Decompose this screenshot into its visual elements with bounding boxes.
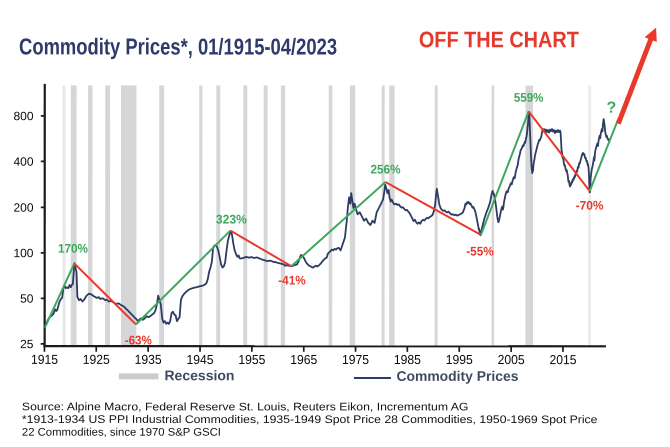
svg-text:1985: 1985 <box>394 352 421 367</box>
svg-text:Commodity Prices*, 01/1915-04/: Commodity Prices*, 01/1915-04/2023 <box>19 33 337 59</box>
svg-text:2005: 2005 <box>498 352 525 367</box>
svg-text:-55%: -55% <box>466 244 494 258</box>
svg-text:-41%: -41% <box>278 273 306 287</box>
svg-text:1965: 1965 <box>290 352 317 367</box>
svg-text:OFF THE CHART: OFF THE CHART <box>419 27 579 52</box>
svg-text:100: 100 <box>13 246 33 260</box>
svg-text:323%: 323% <box>216 212 247 226</box>
svg-text:22 Commodities, since 1970 S&P: 22 Commodities, since 1970 S&P GSCI <box>22 427 221 439</box>
svg-text:1955: 1955 <box>238 352 265 367</box>
svg-text:-63%: -63% <box>125 333 152 347</box>
svg-text:800: 800 <box>14 109 34 123</box>
svg-text:170%: 170% <box>58 242 88 256</box>
svg-text:Recession: Recession <box>164 367 234 383</box>
svg-text:?: ? <box>606 100 616 117</box>
svg-text:256%: 256% <box>371 163 401 177</box>
svg-text:1935: 1935 <box>135 352 162 367</box>
svg-text:400: 400 <box>13 155 33 169</box>
svg-text:1975: 1975 <box>342 352 369 367</box>
svg-text:-70%: -70% <box>576 199 604 213</box>
svg-text:200: 200 <box>13 201 33 215</box>
svg-text:1945: 1945 <box>187 352 214 367</box>
svg-text:1925: 1925 <box>83 352 110 367</box>
svg-text:559%: 559% <box>514 91 544 105</box>
svg-text:25: 25 <box>20 337 34 351</box>
svg-text:*1913-1934 US PPI Industrial C: *1913-1934 US PPI Industrial Commodities… <box>22 414 598 426</box>
svg-text:1995: 1995 <box>446 352 473 367</box>
svg-text:2015: 2015 <box>549 352 576 367</box>
svg-text:Commodity Prices: Commodity Prices <box>396 368 518 384</box>
svg-text:50: 50 <box>20 292 34 306</box>
svg-text:1915: 1915 <box>31 352 58 367</box>
svg-text:Source: Alpine Macro, Federal: Source: Alpine Macro, Federal Reserve St… <box>22 401 469 413</box>
